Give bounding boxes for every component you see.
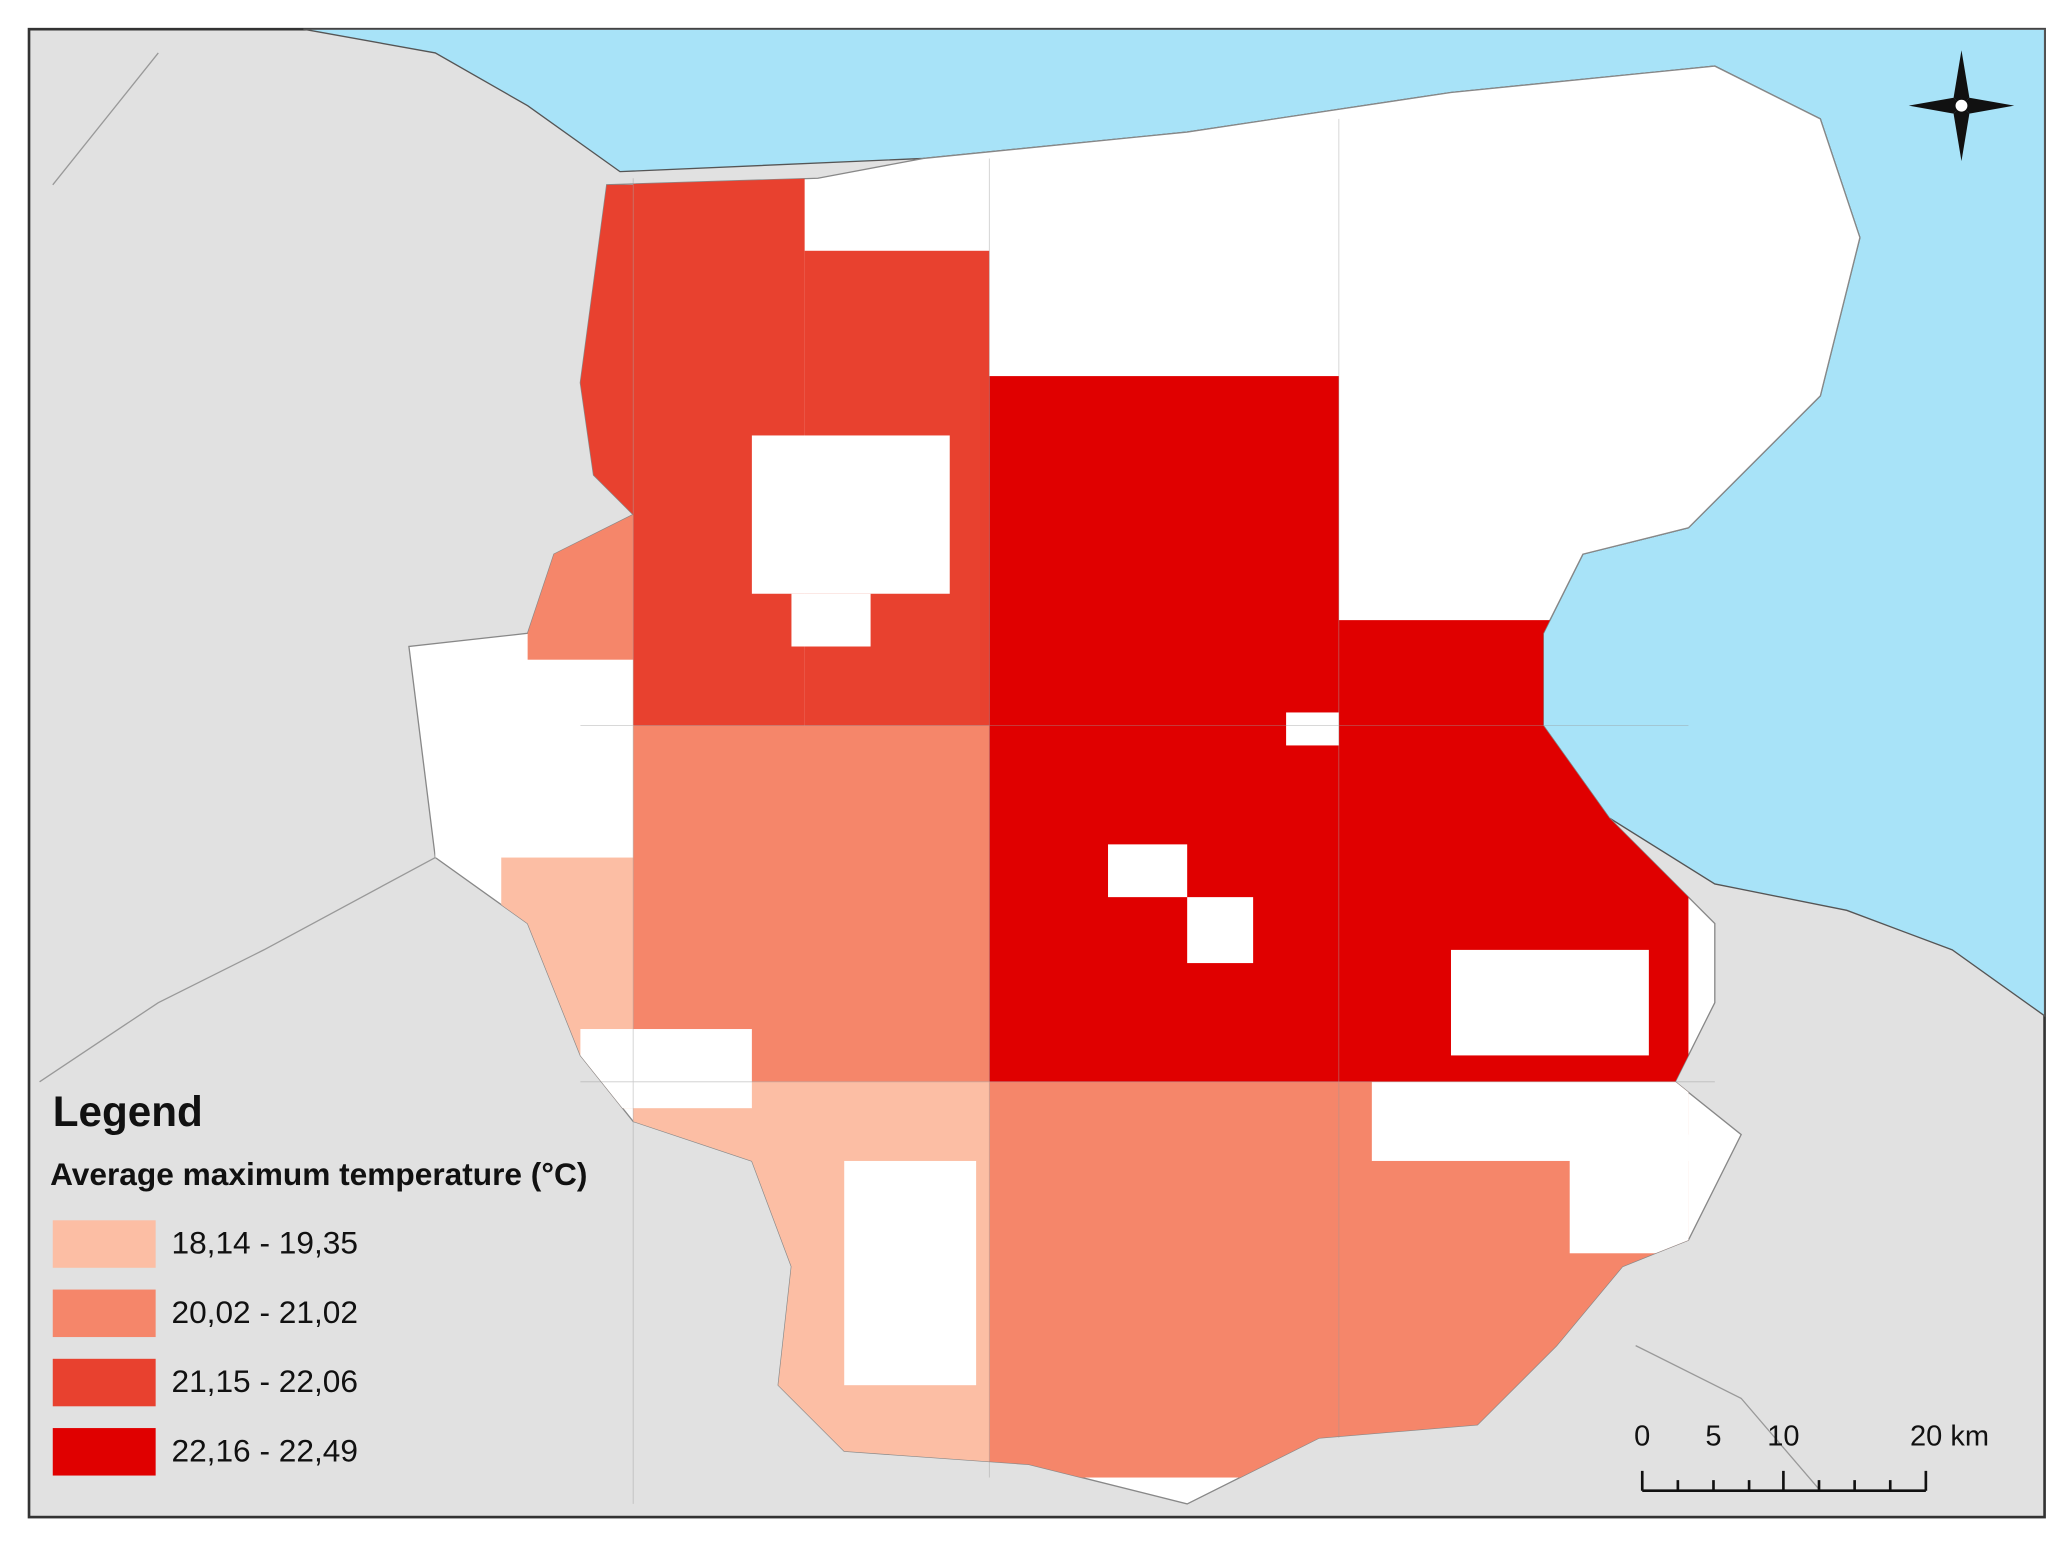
legend-label: 20,02 - 21,02 [171,1294,357,1330]
scale-label: 20 km [1910,1421,1989,1453]
scale-bar: 0 5 10 20 km [1634,1421,1989,1493]
legend-swatch [52,1428,156,1476]
north-arrow [1908,50,2015,162]
legend-swatch [52,1358,156,1407]
scale-label: 5 [1705,1421,1721,1453]
legend-label: 21,15 - 22,06 [171,1363,357,1399]
legend-label: 22,16 - 22,49 [171,1432,357,1468]
scale-label: 10 [1767,1421,1799,1453]
cell [989,376,1339,1082]
legend-label: 18,14 - 19,35 [171,1225,357,1261]
no-data-cells [435,198,1689,1386]
legend: 18,14 - 19,35 20,02 - 21,02 21,15 - 22,06 2… [52,1220,358,1476]
legend-title: Legend [53,1088,203,1135]
cell [633,725,990,1082]
border [39,52,1821,1492]
grid-line [580,118,1715,1504]
legend-subtitle: Average maximum temperature (°C) [50,1156,587,1192]
scale-label: 0 [1634,1421,1650,1453]
legend-swatch [52,1220,156,1268]
legend-swatch [52,1289,156,1338]
